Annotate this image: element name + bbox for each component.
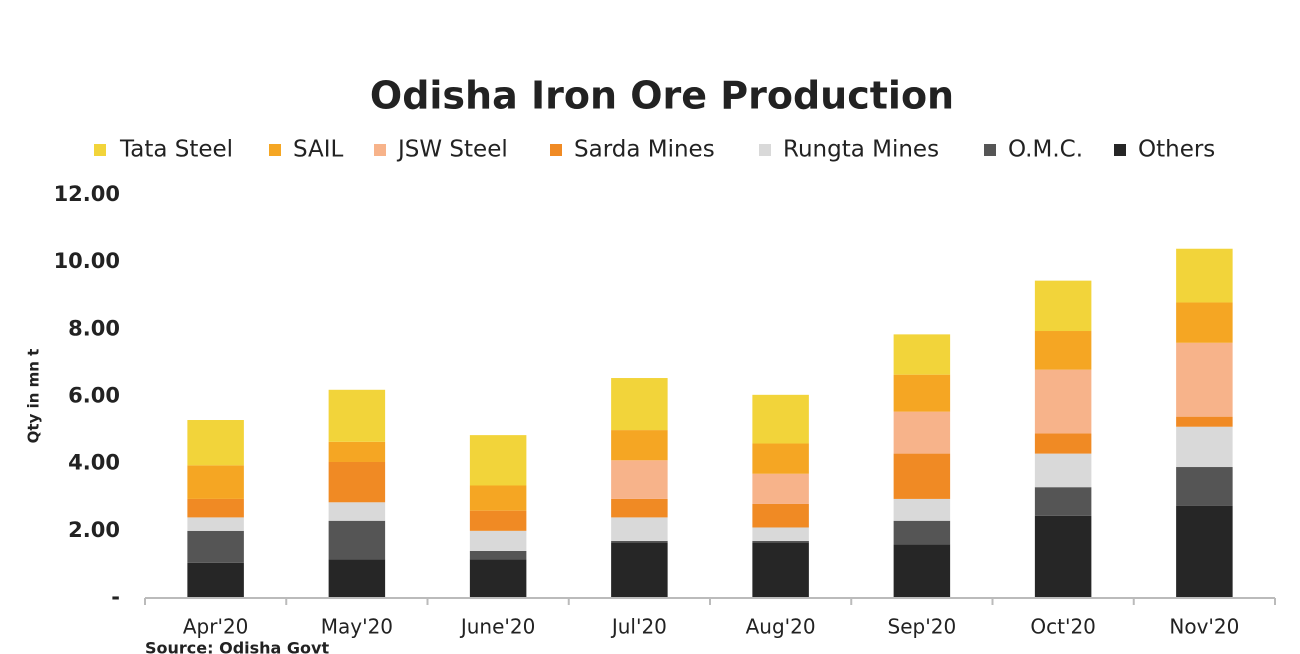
bar-segment xyxy=(469,485,527,511)
y-tick-label: 12.00 xyxy=(54,182,120,206)
bar-segment xyxy=(1176,416,1233,427)
bar-segment xyxy=(328,389,386,442)
bar-segment xyxy=(1034,433,1092,454)
legend-swatch xyxy=(984,144,996,156)
legend-swatch xyxy=(94,144,106,156)
legend-label: O.M.C. xyxy=(1008,137,1083,163)
chart-title: Odisha Iron Ore Production xyxy=(370,74,954,118)
bar-segment xyxy=(893,520,951,545)
bar-segment xyxy=(469,530,527,551)
bar-segment xyxy=(611,540,668,543)
legend-swatch xyxy=(269,144,281,156)
bar-segment xyxy=(1176,426,1233,468)
x-tick-label: Nov'20 xyxy=(1169,615,1239,639)
bar-segment xyxy=(893,411,951,454)
bar-segment xyxy=(611,542,668,598)
bar-segment xyxy=(752,443,809,474)
x-tick-label: May'20 xyxy=(321,615,393,639)
legend-label: Tata Steel xyxy=(119,137,233,163)
x-tick-label: Apr'20 xyxy=(183,615,249,639)
bar-segment xyxy=(1034,453,1092,488)
legend-swatch xyxy=(374,144,386,156)
y-tick-label: 8.00 xyxy=(68,316,120,340)
bar-segment xyxy=(611,378,668,431)
bar-segment xyxy=(328,559,386,598)
bar-segment xyxy=(328,520,386,560)
legend-label: Others xyxy=(1138,137,1215,163)
x-tick-label: Sep'20 xyxy=(888,615,957,639)
bar-segment xyxy=(1034,280,1092,332)
bar-segment xyxy=(469,550,527,560)
bar-segment xyxy=(611,430,668,461)
bar-segment xyxy=(611,517,668,541)
x-tick-label: June'20 xyxy=(459,615,536,639)
x-tick-label: Jul'20 xyxy=(610,615,667,639)
bar-segment xyxy=(1176,248,1233,303)
bar-segment xyxy=(752,540,809,543)
bar-segment xyxy=(1034,369,1092,434)
bar-segment xyxy=(328,441,386,462)
bar-segment xyxy=(328,461,386,503)
bar-segment xyxy=(1034,487,1092,516)
bar-segment xyxy=(1034,515,1092,598)
bar-segment xyxy=(187,498,244,518)
legend-label: Rungta Mines xyxy=(783,137,939,163)
bar-segment xyxy=(752,542,809,598)
bar-segment xyxy=(752,473,809,504)
y-axis-label: Qty in mn t xyxy=(25,349,43,444)
y-tick-label: 6.00 xyxy=(68,384,120,408)
bar-segment xyxy=(187,465,244,499)
legend-label: JSW Steel xyxy=(396,137,508,163)
bar-segment xyxy=(187,562,244,598)
x-tick-label: Oct'20 xyxy=(1030,615,1096,639)
bar-segment xyxy=(893,453,951,499)
y-tick-label: - xyxy=(111,585,120,609)
bar-segment xyxy=(187,517,244,531)
bar-segment xyxy=(752,503,809,528)
bar-segment xyxy=(1176,505,1233,598)
bar-segment xyxy=(469,435,527,486)
legend-label: SAIL xyxy=(293,137,344,163)
bar-segment xyxy=(893,334,951,375)
legend-swatch xyxy=(550,144,562,156)
bar-segment xyxy=(893,374,951,412)
source-note: Source: Odisha Govt xyxy=(145,639,329,654)
bar-segment xyxy=(469,510,527,531)
bar-segment xyxy=(1176,467,1233,506)
bar-segment xyxy=(187,530,244,563)
x-tick-label: Aug'20 xyxy=(746,615,816,639)
bar-segment xyxy=(752,527,809,541)
bar-segment xyxy=(611,498,668,518)
bar-segment xyxy=(1176,302,1233,343)
bar-segment xyxy=(752,394,809,444)
y-tick-label: 4.00 xyxy=(68,451,120,475)
bar-segment xyxy=(893,498,951,521)
bar-segment xyxy=(893,544,951,598)
bar-segment xyxy=(1034,331,1092,370)
bar-segment xyxy=(187,420,244,466)
y-tick-label: 10.00 xyxy=(54,249,120,273)
bar-segment xyxy=(611,460,668,499)
bar-segment xyxy=(1176,342,1233,417)
y-tick-label: 2.00 xyxy=(68,518,120,542)
legend-swatch xyxy=(1114,144,1126,156)
bar-segment xyxy=(328,502,386,521)
bar-segment xyxy=(469,559,527,598)
legend-label: Sarda Mines xyxy=(574,137,715,163)
legend-swatch xyxy=(759,144,771,156)
